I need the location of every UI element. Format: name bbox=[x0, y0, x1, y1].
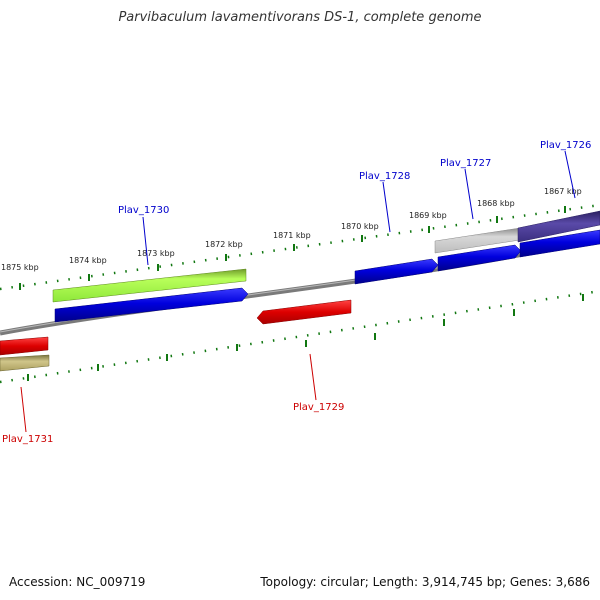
green-feature-bar bbox=[52, 268, 247, 303]
gene-label-plav-1726[interactable]: Plav_1726 bbox=[540, 140, 591, 151]
gene-plav-1728-arrow[interactable] bbox=[354, 258, 439, 285]
genome-title: Parvibaculum lavamentivorans DS-1, compl… bbox=[118, 10, 482, 25]
tick-label-1872: 1872 kbp bbox=[205, 240, 243, 249]
purple-feature-bar bbox=[517, 210, 600, 243]
tick-label-1869: 1869 kbp bbox=[409, 211, 447, 220]
lower-major-ticks bbox=[27, 294, 584, 381]
gene-label-plav-1727[interactable]: Plav_1727 bbox=[440, 158, 491, 169]
tick-label-1867: 1867 kbp bbox=[544, 187, 582, 196]
accession-text: Accession: NC_009719 bbox=[9, 575, 146, 589]
lower-tick-track bbox=[0, 289, 600, 384]
tick-label-1873: 1873 kbp bbox=[137, 249, 175, 258]
tick-label-1871: 1871 kbp bbox=[273, 231, 311, 240]
gene-label-plav-1731[interactable]: Plav_1731 bbox=[2, 434, 53, 445]
tick-label-1875: 1875 kbp bbox=[1, 263, 39, 272]
label-leader-lines bbox=[20, 150, 576, 433]
upper-major-ticks bbox=[19, 206, 566, 290]
olive-feature-bar bbox=[0, 354, 50, 372]
gene-plav-1727-arrow[interactable] bbox=[437, 244, 522, 272]
gene-label-plav-1728[interactable]: Plav_1728 bbox=[359, 171, 410, 182]
tick-label-1874: 1874 kbp bbox=[69, 256, 107, 265]
tick-label-1868: 1868 kbp bbox=[477, 199, 515, 208]
gene-label-plav-1730[interactable]: Plav_1730 bbox=[118, 205, 169, 216]
gene-plav-1730-arrow[interactable] bbox=[54, 287, 249, 323]
gene-label-plav-1729[interactable]: Plav_1729 bbox=[293, 402, 344, 413]
genome-summary-text: Topology: circular; Length: 3,914,745 bp… bbox=[260, 575, 590, 589]
gene-plav-1731-arrow[interactable] bbox=[0, 336, 49, 356]
tick-label-1870: 1870 kbp bbox=[341, 222, 379, 231]
gene-plav-1726-arrow[interactable] bbox=[519, 229, 600, 258]
gene-plav-1729-arrow[interactable] bbox=[256, 299, 352, 325]
